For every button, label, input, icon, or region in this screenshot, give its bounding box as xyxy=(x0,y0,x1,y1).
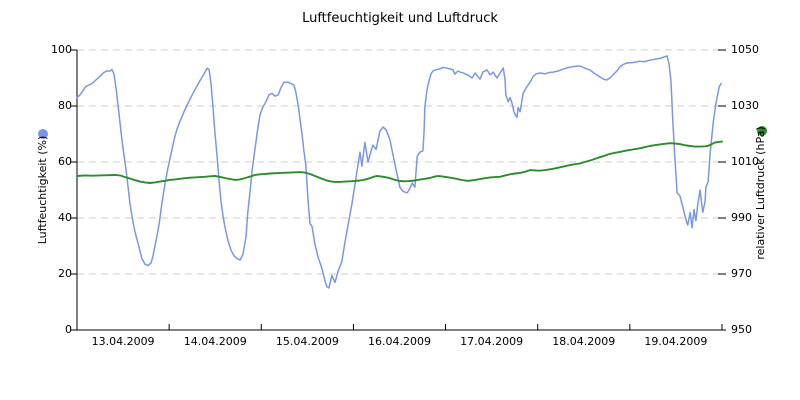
x-tick-label: 19.04.2009 xyxy=(644,335,708,348)
x-tick-label: 17.04.2009 xyxy=(460,335,524,348)
x-tick-label: 13.04.2009 xyxy=(91,335,155,348)
plot-area xyxy=(71,49,726,331)
y-right-tick-label: 1030 xyxy=(731,99,759,112)
y-right-tick-label: 950 xyxy=(731,323,752,336)
pressure-legend-dot xyxy=(757,126,767,136)
humidity-series-line xyxy=(76,55,722,289)
x-tick-label: 16.04.2009 xyxy=(368,335,431,348)
y-right-tick-label: 990 xyxy=(731,211,752,224)
right-axis-label: relativer Luftdruck (hPa) xyxy=(754,126,767,260)
chart-svg xyxy=(71,49,726,331)
x-tick-label: 14.04.2009 xyxy=(183,335,247,348)
humidity-legend-dot xyxy=(38,129,48,139)
y-left-tick-label: 60 xyxy=(58,155,72,168)
x-tick-label: 15.04.2009 xyxy=(275,335,339,348)
pressure-series-line xyxy=(76,140,723,184)
y-left-tick-label: 100 xyxy=(51,43,72,56)
y-left-tick-label: 20 xyxy=(58,267,72,280)
y-left-tick-label: 80 xyxy=(58,99,72,112)
y-left-tick-label: 40 xyxy=(58,211,72,224)
y-right-tick-label: 970 xyxy=(731,267,752,280)
y-right-tick-label: 1010 xyxy=(731,155,759,168)
y-right-tick-label: 1050 xyxy=(731,43,759,56)
chart-title: Luftfeuchtigkeit und Luftdruck xyxy=(302,11,498,26)
x-tick-label: 18.04.2009 xyxy=(552,335,616,348)
y-left-tick-label: 0 xyxy=(65,323,72,336)
left-axis-label: Luftfeuchtigkeit (%) xyxy=(36,135,49,245)
